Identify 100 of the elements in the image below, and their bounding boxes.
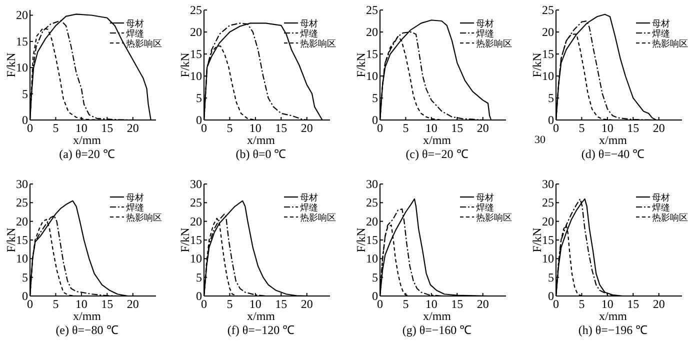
text: (f) θ=−120 ℃ xyxy=(227,323,295,337)
x-tick-label: 20 xyxy=(476,121,489,135)
x-tick-label: 10 xyxy=(249,297,262,311)
x-tick-label: 20 xyxy=(652,121,665,135)
y-axis-title: F/kN xyxy=(354,52,368,78)
x-axis-title: x/mm xyxy=(72,133,102,147)
x-tick-label: 5 xyxy=(578,297,585,311)
y-axis-title: F/kN xyxy=(178,227,192,252)
x-tick-label: 5 xyxy=(226,297,233,311)
y-axis-title: F/kN xyxy=(530,227,544,252)
legend-label: 母材 xyxy=(126,192,144,204)
text: (b) θ=0 ℃ xyxy=(236,147,286,161)
x-axis-title: x/mm xyxy=(422,133,452,147)
legend-label: 热影响区 xyxy=(652,212,688,224)
y-tick-label: 15 xyxy=(190,233,202,247)
legend-label: 焊缝 xyxy=(652,28,670,40)
text: 30 xyxy=(534,134,546,146)
text: (e) θ=−80 ℃ xyxy=(56,323,118,337)
y-tick-label: 25 xyxy=(542,3,554,17)
y-tick-label: 20 xyxy=(366,214,378,228)
y-tick-label: 20 xyxy=(542,214,554,228)
x-tick-label: 5 xyxy=(402,121,409,135)
text: (g) θ=−160 ℃ xyxy=(402,323,472,337)
legend-label: 焊缝 xyxy=(652,202,670,214)
legend-label: 母材 xyxy=(476,192,494,204)
legend-label: 母材 xyxy=(652,18,670,30)
legend-label: 焊缝 xyxy=(300,202,318,214)
y-tick-label: 15 xyxy=(542,47,554,61)
legend-label: 母材 xyxy=(476,18,494,30)
y-tick-label: 30 xyxy=(16,177,28,191)
x-tick-label: 5 xyxy=(226,121,233,135)
legend-label: 热影响区 xyxy=(126,38,162,50)
y-tick-label: 15 xyxy=(16,233,28,247)
y-tick-label: 15 xyxy=(366,233,378,247)
x-axis-title: x/mm xyxy=(246,133,276,147)
legend-label: 热影响区 xyxy=(652,38,688,50)
x-tick-label: 15 xyxy=(275,121,288,135)
y-tick-label: 30 xyxy=(366,177,378,191)
y-tick-label: 25 xyxy=(542,196,554,210)
y-tick-label: 5 xyxy=(22,86,28,101)
x-tick-label: 20 xyxy=(300,121,313,135)
y-axis-title: F/kN xyxy=(4,52,18,78)
y-axis-title: F/kN xyxy=(530,52,544,78)
y-tick-label: 10 xyxy=(542,69,554,83)
y-tick-label: 15 xyxy=(16,34,28,48)
y-tick-label: 10 xyxy=(366,252,378,266)
y-tick-label: 25 xyxy=(190,196,202,210)
y-axis-title: F/kN xyxy=(4,227,18,252)
y-tick-label: 5 xyxy=(196,91,202,105)
legend-label: 母材 xyxy=(300,192,318,204)
y-tick-label: 15 xyxy=(542,233,554,247)
legend-label: 焊缝 xyxy=(476,28,494,40)
legend-label: 母材 xyxy=(300,18,318,30)
text: (a) θ=20 ℃ xyxy=(59,147,115,161)
x-tick-label: 10 xyxy=(249,121,262,135)
y-tick-label: 20 xyxy=(190,214,202,228)
x-tick-label: 10 xyxy=(601,297,614,311)
y-tick-label: 20 xyxy=(16,214,28,228)
x-tick-label: 5 xyxy=(402,297,409,311)
x-tick-label: 15 xyxy=(275,297,288,311)
x-tick-label: 15 xyxy=(101,121,114,135)
legend-label: 母材 xyxy=(652,192,670,204)
y-tick-label: 25 xyxy=(366,196,378,210)
y-tick-label: 10 xyxy=(16,252,28,266)
y-tick-label: 10 xyxy=(366,69,378,83)
x-tick-label: 5 xyxy=(52,121,59,135)
text: (d) θ=−40 ℃ xyxy=(581,147,645,161)
legend-label: 焊缝 xyxy=(300,28,318,40)
x-tick-label: 5 xyxy=(52,297,59,311)
legend-label: 热影响区 xyxy=(476,38,512,50)
legend-label: 焊缝 xyxy=(126,202,144,214)
y-tick-label: 5 xyxy=(22,270,28,284)
x-tick-label: 10 xyxy=(425,297,438,311)
y-tick-label: 25 xyxy=(190,3,202,17)
x-tick-label: 5 xyxy=(578,121,585,135)
legend-label: 热影响区 xyxy=(300,38,336,50)
legend-label: 热影响区 xyxy=(126,212,162,224)
y-tick-label: 5 xyxy=(548,270,554,284)
x-tick-label: 10 xyxy=(75,297,88,311)
y-tick-label: 10 xyxy=(190,252,202,266)
x-tick-label: 20 xyxy=(476,297,489,311)
y-tick-label: 30 xyxy=(190,177,202,191)
y-tick-label: 15 xyxy=(366,47,378,61)
x-tick-label: 15 xyxy=(451,121,464,135)
y-tick-label: 20 xyxy=(542,25,554,39)
x-tick-label: 15 xyxy=(627,297,640,311)
y-tick-label: 5 xyxy=(548,91,554,105)
x-tick-label: 20 xyxy=(652,297,665,311)
x-axis-title: x/mm xyxy=(72,309,102,323)
text: (h) θ=−196 ℃ xyxy=(578,323,648,337)
x-tick-label: 15 xyxy=(451,297,464,311)
y-tick-label: 20 xyxy=(366,25,378,39)
x-tick-label: 20 xyxy=(300,297,313,311)
legend-label: 母材 xyxy=(126,18,144,30)
x-axis-title: x/mm xyxy=(598,133,628,147)
y-axis-title: F/kN xyxy=(178,52,192,78)
text: (c) θ=−20 ℃ xyxy=(406,147,468,161)
y-tick-label: 5 xyxy=(372,91,378,105)
x-tick-label: 20 xyxy=(126,297,139,311)
x-axis-title: x/mm xyxy=(246,309,276,323)
